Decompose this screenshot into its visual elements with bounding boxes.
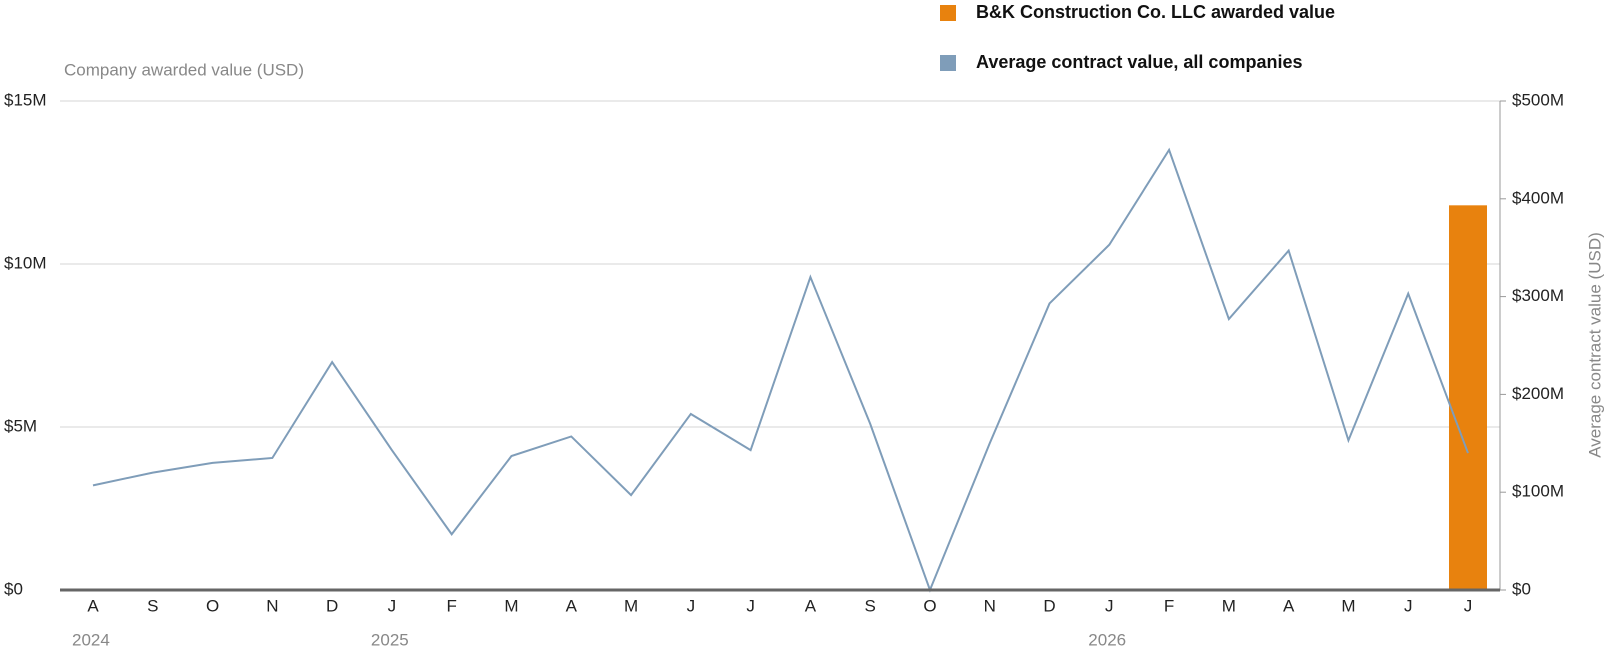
y-tick-label: $0	[4, 579, 23, 598]
legend-label: B&K Construction Co. LLC awarded value	[976, 2, 1335, 22]
y-axis-title: Company awarded value (USD)	[64, 60, 304, 79]
x-tick-label: D	[326, 596, 338, 615]
y2-tick-label: $300M	[1512, 286, 1564, 305]
x-tick-label: M	[1222, 596, 1236, 615]
x-tick-label: A	[805, 596, 817, 615]
y2-tick-label: $0	[1512, 579, 1531, 598]
line	[92, 147, 1469, 593]
x-tick-label: O	[206, 596, 219, 615]
y2-tick-label: $200M	[1512, 384, 1564, 403]
x-tick-label: M	[1341, 596, 1355, 615]
y2-axis-title: Average contract value (USD)	[1585, 232, 1604, 458]
year-label: 2024	[72, 630, 110, 649]
x-tick-label: N	[266, 596, 278, 615]
y-tick-label: $5M	[4, 416, 37, 435]
x-tick-label: A	[566, 596, 578, 615]
x-tick-label: S	[147, 596, 158, 615]
x-tick-label: J	[687, 596, 696, 615]
legend-swatch	[940, 5, 956, 21]
legend-label: Average contract value, all companies	[976, 52, 1302, 72]
x-tick-label: M	[504, 596, 518, 615]
x-tick-label: A	[1283, 596, 1295, 615]
x-tick-label: J	[746, 596, 755, 615]
y2-tick-label: $500M	[1512, 90, 1564, 109]
x-tick-label: J	[1105, 596, 1114, 615]
y-tick-label: $15M	[4, 90, 47, 109]
bar	[1449, 205, 1487, 590]
x-tick-label: F	[1164, 596, 1174, 615]
y2-tick-label: $100M	[1512, 482, 1564, 501]
x-tick-label: D	[1043, 596, 1055, 615]
x-tick-label: J	[388, 596, 397, 615]
x-tick-label: N	[984, 596, 996, 615]
y2-tick-label: $400M	[1512, 188, 1564, 207]
x-tick-label: A	[87, 596, 99, 615]
x-tick-label: F	[447, 596, 457, 615]
x-tick-label: M	[624, 596, 638, 615]
year-label: 2026	[1088, 630, 1126, 649]
x-tick-label: J	[1404, 596, 1413, 615]
year-label: 2025	[371, 630, 409, 649]
x-tick-label: S	[865, 596, 876, 615]
x-tick-label: J	[1464, 596, 1473, 615]
y-tick-label: $10M	[4, 253, 47, 272]
legend-swatch	[940, 55, 956, 71]
x-tick-label: O	[923, 596, 936, 615]
